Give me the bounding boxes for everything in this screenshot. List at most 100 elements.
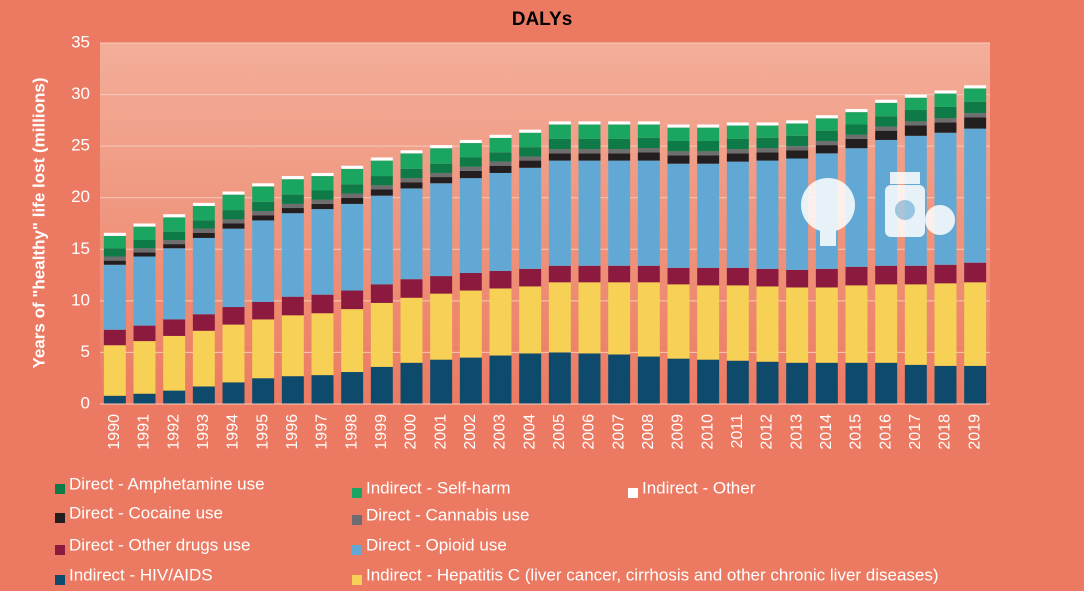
bar-segment — [637, 152, 660, 161]
bar-segment — [341, 197, 364, 204]
bar-segment — [815, 115, 838, 119]
bar-segment — [904, 110, 927, 122]
bar-segment — [519, 167, 542, 269]
bar-segment — [845, 148, 868, 267]
bar-segment — [489, 355, 512, 404]
bar-segment — [608, 265, 631, 283]
bar-segment — [608, 149, 631, 154]
bar-segment — [875, 130, 898, 140]
bar-segment — [548, 352, 571, 404]
y-axis-title: Years of "healthy" life lost (millions) — [29, 77, 48, 368]
bar-segment — [133, 252, 156, 257]
chart-title: DALYs — [512, 9, 573, 30]
bar-segment — [726, 285, 749, 361]
bar-segment — [786, 135, 809, 147]
bar-segment — [608, 354, 631, 404]
bar-segment — [430, 177, 453, 184]
bar-segment — [489, 137, 512, 153]
bar-segment — [281, 208, 304, 214]
x-tick-label: 1993 — [195, 414, 212, 450]
bar-segment — [845, 124, 868, 135]
bar-segment — [726, 161, 749, 268]
bar-segment — [578, 265, 601, 283]
bar-segment — [519, 353, 542, 404]
bar-segment — [964, 101, 987, 114]
bar-segment — [667, 140, 690, 152]
bar-segment — [637, 148, 660, 153]
bar-segment — [341, 203, 364, 291]
bar-segment — [756, 152, 779, 161]
bar-segment — [786, 123, 809, 136]
x-tick-label: 2016 — [877, 414, 894, 450]
bar-segment — [667, 151, 690, 156]
bar-segment — [964, 365, 987, 404]
legend-swatch — [352, 515, 362, 525]
bar-segment — [222, 210, 245, 220]
legend-label: Direct - Other drugs use — [69, 535, 250, 554]
bar-segment — [311, 172, 334, 177]
legend-swatch — [55, 484, 65, 494]
bar-segment — [459, 143, 482, 158]
bar-segment — [370, 189, 393, 196]
bar-segment — [281, 315, 304, 377]
bar-segment — [578, 153, 601, 161]
bar-segment — [370, 157, 393, 161]
bar-segment — [815, 118, 838, 131]
bar-segment — [163, 244, 186, 249]
bar-segment — [311, 199, 334, 204]
bar-segment — [163, 335, 186, 391]
bar-segment — [192, 330, 215, 387]
bar-segment — [519, 156, 542, 161]
bar-segment — [281, 296, 304, 316]
bar-segment — [637, 160, 660, 266]
legend-swatch — [352, 545, 362, 555]
bar-segment — [519, 268, 542, 287]
x-tick-label: 2019 — [966, 414, 983, 450]
bar-segment — [519, 286, 542, 354]
bar-segment — [192, 237, 215, 315]
bar-segment — [163, 319, 186, 336]
x-tick-label: 1992 — [165, 414, 182, 450]
bar-segment — [756, 148, 779, 153]
x-tick-label: 2002 — [462, 414, 479, 450]
bar-segment — [815, 362, 838, 404]
bar-segment — [934, 264, 957, 284]
legend-label: Direct - Amphetamine use — [69, 474, 265, 493]
bar-segment — [697, 285, 720, 360]
legend-label: Direct - Cocaine use — [69, 503, 223, 522]
bar-segment — [222, 191, 245, 195]
bar-segment — [192, 228, 215, 233]
bar-segment — [430, 276, 453, 294]
x-tick-label: 2000 — [403, 414, 420, 450]
bar-segment — [311, 209, 334, 295]
bar-segment — [756, 268, 779, 287]
bar-segment — [103, 235, 126, 249]
bar-segment — [637, 124, 660, 138]
x-tick-label: 1994 — [225, 414, 242, 450]
bar-segment — [311, 375, 334, 404]
x-tick-label: 2006 — [581, 414, 598, 450]
bar-segment — [756, 160, 779, 269]
bar-segment — [964, 128, 987, 263]
bar-segment — [726, 153, 749, 162]
bar-segment — [934, 93, 957, 107]
bar-segment — [726, 267, 749, 286]
bar-segment — [697, 163, 720, 268]
x-tick-label: 2017 — [907, 414, 924, 450]
legend-swatch — [352, 488, 362, 498]
y-tick-label: 35 — [71, 32, 90, 51]
bar-segment — [281, 213, 304, 297]
bar-segment — [459, 157, 482, 167]
x-tick-label: 2007 — [610, 414, 627, 450]
bar-segment — [400, 279, 423, 298]
bar-segment — [489, 165, 512, 173]
bar-segment — [875, 284, 898, 363]
bar-segment — [726, 138, 749, 150]
legend-swatch — [55, 575, 65, 585]
legend-swatch — [628, 488, 638, 498]
bar-segment — [608, 138, 631, 150]
bar-segment — [786, 158, 809, 270]
bar-segment — [667, 127, 690, 141]
bar-segment — [548, 121, 571, 125]
